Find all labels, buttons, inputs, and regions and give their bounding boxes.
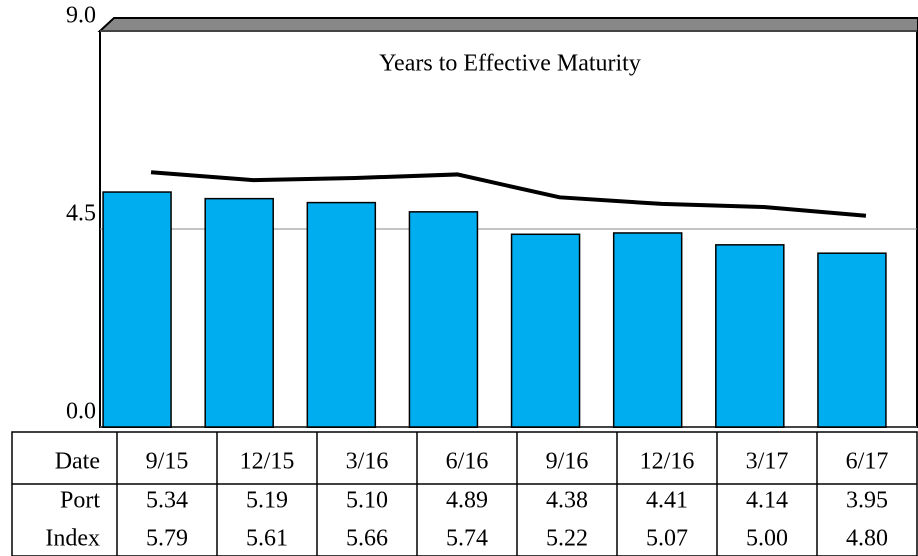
table-category: 12/16 — [640, 449, 695, 475]
bar — [817, 252, 887, 428]
table-category: 3/17 — [746, 449, 789, 475]
table-value: 4.80 — [846, 526, 888, 552]
table-category: 3/16 — [346, 449, 389, 475]
table-category: 6/17 — [846, 449, 889, 475]
table-value: 4.89 — [446, 488, 488, 514]
table-category: 12/15 — [240, 449, 295, 475]
bar — [102, 191, 172, 428]
table-value: 5.10 — [346, 488, 388, 514]
line — [150, 170, 867, 218]
table-row-label: Port — [60, 488, 100, 514]
chart-title: Years to Effective Maturity — [379, 51, 641, 77]
table-value: 5.79 — [146, 526, 188, 552]
bar — [715, 244, 785, 428]
table-value: 5.74 — [446, 526, 488, 552]
bar — [510, 233, 581, 428]
y-tick-label: 4.5 — [66, 201, 96, 227]
table-value: 4.41 — [646, 488, 688, 514]
y-tick-label: 0.0 — [66, 399, 96, 425]
table-value: 3.95 — [846, 488, 888, 514]
table-value: 5.00 — [746, 526, 788, 552]
table-category: 9/15 — [146, 449, 189, 475]
table-value: 5.19 — [246, 488, 288, 514]
table-category: 6/16 — [446, 449, 489, 475]
table-value: 5.07 — [646, 526, 688, 552]
table-row-label: Index — [45, 526, 100, 552]
y-tick-label: 9.0 — [66, 3, 96, 29]
table-value: 4.38 — [546, 488, 588, 514]
table-header-label: Date — [55, 449, 100, 475]
table-frame — [11, 431, 918, 556]
table-value: 4.14 — [746, 488, 788, 514]
plot-top-bevel — [97, 17, 918, 32]
table-value: 5.61 — [246, 526, 288, 552]
bar — [408, 211, 479, 428]
table-category: 9/16 — [546, 449, 589, 475]
bar — [306, 201, 377, 428]
table-value: 5.66 — [346, 526, 388, 552]
bar — [612, 232, 683, 428]
bar — [204, 197, 274, 428]
table-value: 5.34 — [146, 488, 188, 514]
table-value: 5.22 — [546, 526, 588, 552]
